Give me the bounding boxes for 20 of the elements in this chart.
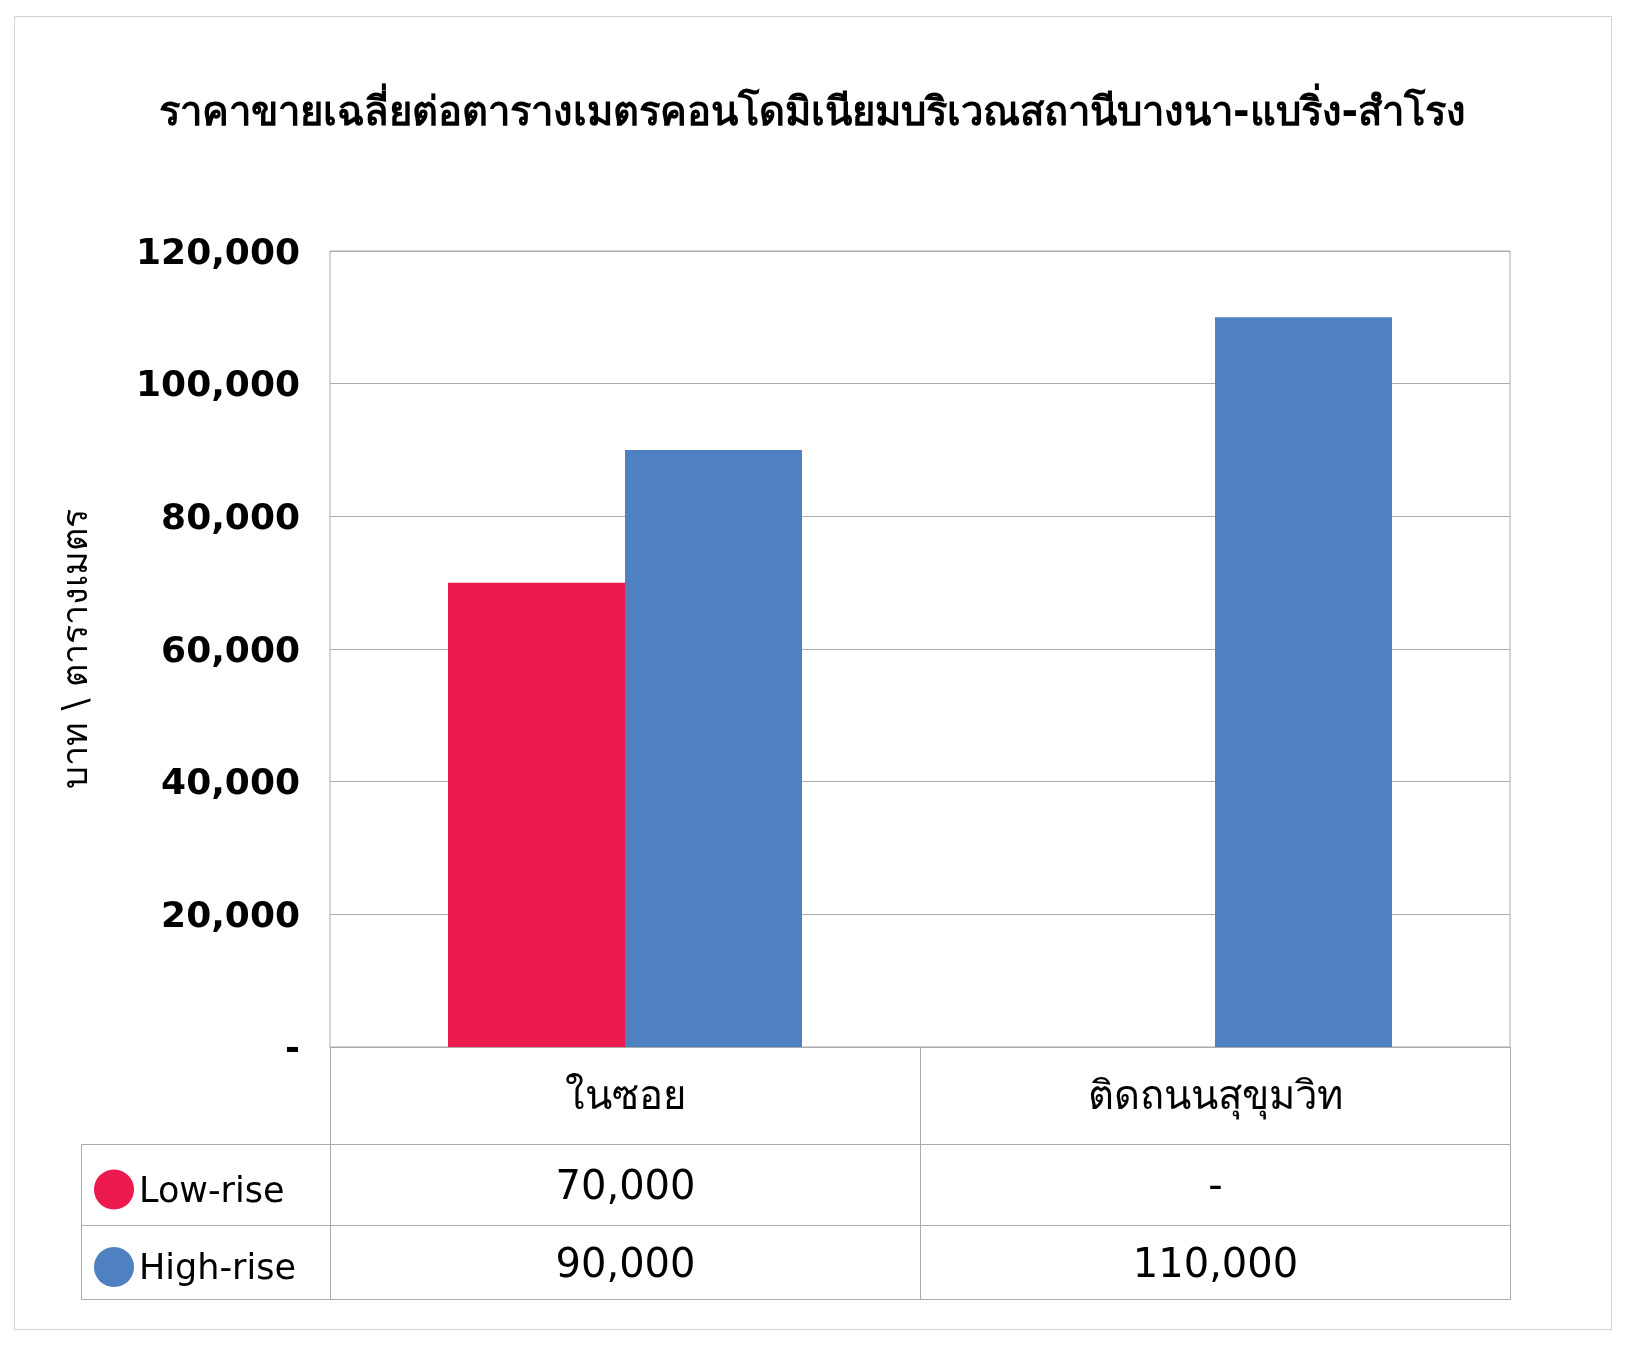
- y-tick-label: 80,000: [161, 495, 300, 537]
- y-tick-label: 120,000: [136, 230, 300, 272]
- data-label: 90,000: [555, 1239, 696, 1286]
- y-tick-label: 40,000: [161, 761, 300, 803]
- y-tick-label: 100,000: [136, 363, 300, 405]
- x-tick-label: ติดถนนสุขุมวิท: [1087, 1072, 1343, 1120]
- y-tick-label: 60,000: [161, 628, 300, 670]
- legend-label: High-rise: [139, 1247, 296, 1287]
- y-tick-label: -: [285, 1026, 300, 1068]
- x-tick-label: ในซอย: [564, 1072, 686, 1118]
- bar: [448, 582, 625, 1047]
- bar: [1215, 317, 1392, 1047]
- chart-title: ราคาขายเฉลี่ยต่อตารางเมตรคอนโดมิเนียมบริเวณสถานีบางนา-แบริ่ง-สำโรง: [158, 83, 1467, 134]
- data-label: 110,000: [1132, 1239, 1299, 1286]
- text: -: [1208, 1162, 1223, 1208]
- y-tick-label: 20,000: [161, 893, 300, 935]
- data-label: 70,000: [555, 1162, 696, 1208]
- bar: [625, 450, 802, 1047]
- legend-label: Low-rise: [139, 1169, 285, 1210]
- y-axis-title: บาท \ ตารางเมตร: [53, 508, 95, 790]
